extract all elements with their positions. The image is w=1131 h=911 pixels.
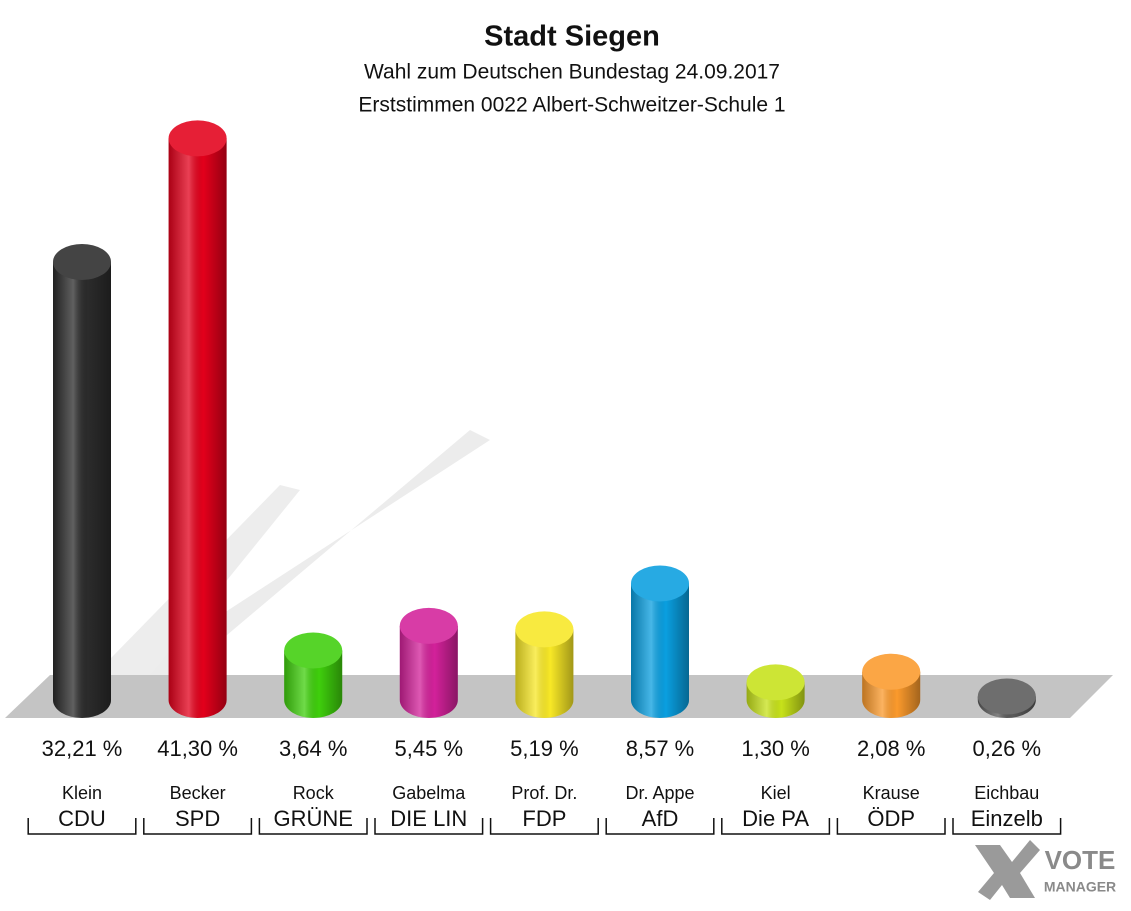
bar-top: [515, 611, 574, 648]
bar-shading: [284, 650, 343, 718]
party-bracket: [952, 818, 1062, 835]
candidate-label: Gabelma: [392, 783, 466, 803]
party-label: CDU: [58, 806, 106, 831]
party-bracket: [721, 818, 831, 835]
party-label: GRÜNE: [273, 806, 352, 831]
bar-shading: [168, 138, 227, 718]
bar-top-shading: [746, 664, 805, 701]
candidate-label: Rock: [293, 783, 335, 803]
value-label: 5,19 %: [510, 736, 579, 761]
chart-title: Stadt Siegen: [484, 21, 660, 53]
candidate-label: Dr. Appe: [625, 783, 694, 803]
party-bracket: [258, 818, 368, 835]
logo-mark: [975, 840, 1040, 900]
party-bracket: [374, 818, 484, 835]
party-label: AfD: [642, 806, 679, 831]
bar-top: [53, 243, 111, 280]
value-label: 5,45 %: [395, 736, 464, 761]
party-bracket: [143, 818, 253, 835]
party-label: DIE LIN: [390, 806, 467, 831]
bar-top-shading: [53, 243, 111, 280]
value-label: 3,64 %: [279, 736, 348, 761]
value-label: 8,57 %: [626, 736, 695, 761]
party-bracket: [836, 818, 946, 835]
candidate-label: Krause: [863, 783, 920, 803]
party-bracket: [605, 818, 715, 835]
bar-top: [284, 632, 343, 669]
bar-top: [862, 653, 921, 690]
bar-shading: [53, 261, 111, 718]
chart-subtitle: Wahl zum Deutschen Bundestag 24.09.2017: [364, 61, 780, 84]
bar-shading: [631, 583, 689, 718]
value-label: 0,26 %: [973, 736, 1042, 761]
bar-top-shading: [284, 632, 343, 669]
bar-top: [746, 664, 805, 701]
bar-top-shading: [862, 653, 921, 690]
value-label: 41,30 %: [157, 736, 238, 761]
bar-top-shading: [399, 607, 458, 644]
party-bracket: [489, 818, 599, 835]
bar-shading: [515, 629, 574, 718]
chart-subtitle: Erststimmen 0022 Albert-Schweitzer-Schul…: [358, 94, 785, 117]
value-label: 1,30 %: [741, 736, 810, 761]
value-label: 32,21 %: [42, 736, 123, 761]
bar-top: [977, 678, 1036, 715]
bar-top-shading: [977, 678, 1036, 715]
candidate-label: Kiel: [761, 783, 791, 803]
logo-text: MANAGER: [1044, 879, 1116, 895]
party-label: Die PA: [742, 806, 809, 831]
party-label: FDP: [522, 806, 566, 831]
value-label: 2,08 %: [857, 736, 926, 761]
party-label: Einzelb: [971, 806, 1043, 831]
candidate-label: Klein: [62, 783, 102, 803]
bar-top-shading: [631, 565, 689, 602]
party-bracket: [27, 818, 137, 835]
party-label: SPD: [175, 806, 220, 831]
candidate-label: Eichbau: [974, 783, 1039, 803]
logo: VOTE MANAGER: [975, 840, 1116, 900]
logo-text: VOTE: [1045, 845, 1116, 875]
bar-top: [631, 565, 689, 602]
candidate-label: Prof. Dr.: [511, 783, 577, 803]
bar-top: [168, 120, 227, 157]
shadow-stripe: [90, 430, 490, 700]
bar-top-shading: [515, 611, 574, 648]
bar-top-shading: [168, 120, 227, 157]
bar-top: [399, 607, 458, 644]
candidate-label: Becker: [170, 783, 226, 803]
party-label: ÖDP: [867, 806, 915, 831]
bar-shading: [399, 625, 458, 718]
